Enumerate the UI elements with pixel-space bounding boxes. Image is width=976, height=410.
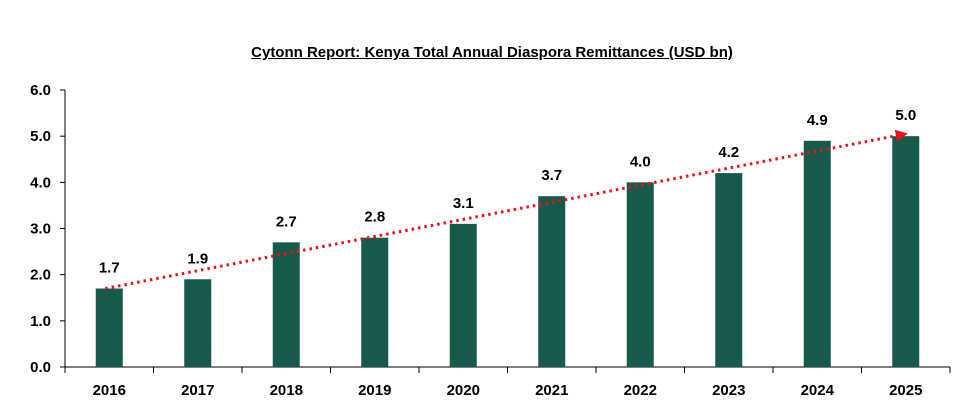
bar <box>892 136 920 367</box>
y-tick-label: 5.0 <box>30 128 51 145</box>
data-label: 4.2 <box>718 144 739 161</box>
bars <box>95 136 920 367</box>
data-labels: 1.7 1.9 2.7 2.8 3.1 3.7 4.0 4.2 4.9 5.0 <box>99 107 916 276</box>
bar <box>538 196 566 367</box>
bar <box>449 223 477 367</box>
x-tick-label: 2022 <box>624 382 657 399</box>
data-label: 1.7 <box>99 260 120 277</box>
y-tick-label: 1.0 <box>30 313 51 330</box>
data-label: 1.9 <box>187 250 208 267</box>
bar <box>803 140 831 367</box>
axes: 0.0 1.0 2.0 3.0 4.0 5.0 6.0 2016 2017 2018 2019 202… <box>30 82 951 399</box>
y-tick-label: 4.0 <box>30 174 51 191</box>
bar <box>272 242 300 367</box>
trendline <box>104 129 908 290</box>
y-tick-label: 6.0 <box>30 82 51 99</box>
x-tick-label: 2019 <box>358 382 391 399</box>
data-label: 5.0 <box>895 107 916 124</box>
data-label: 2.7 <box>276 213 297 230</box>
data-label: 2.8 <box>364 209 385 226</box>
y-tick-label: 3.0 <box>30 221 51 238</box>
x-tick-label: 2016 <box>93 382 126 399</box>
x-tick-label: 2025 <box>889 382 922 399</box>
bar <box>626 182 654 367</box>
x-tick-label: 2017 <box>181 382 214 399</box>
bar <box>361 237 389 367</box>
chart-title: Cytonn Report: Kenya Total Annual Diaspo… <box>251 44 733 61</box>
data-label: 4.0 <box>630 153 651 170</box>
bar <box>184 279 212 367</box>
x-tick-label: 2023 <box>712 382 745 399</box>
bar <box>95 288 123 367</box>
data-label: 3.7 <box>541 167 562 184</box>
x-tick-label: 2020 <box>447 382 480 399</box>
trendline-line <box>104 134 897 290</box>
bar <box>715 173 743 367</box>
x-tick-label: 2018 <box>270 382 303 399</box>
data-label: 4.9 <box>807 112 828 129</box>
x-tick-label: 2024 <box>801 382 835 399</box>
x-tick-label: 2021 <box>535 382 568 399</box>
y-tick-label: 2.0 <box>30 267 51 284</box>
y-tick-label: 0.0 <box>30 359 51 376</box>
data-label: 3.1 <box>453 195 474 212</box>
trendline-arrowhead <box>894 129 908 142</box>
